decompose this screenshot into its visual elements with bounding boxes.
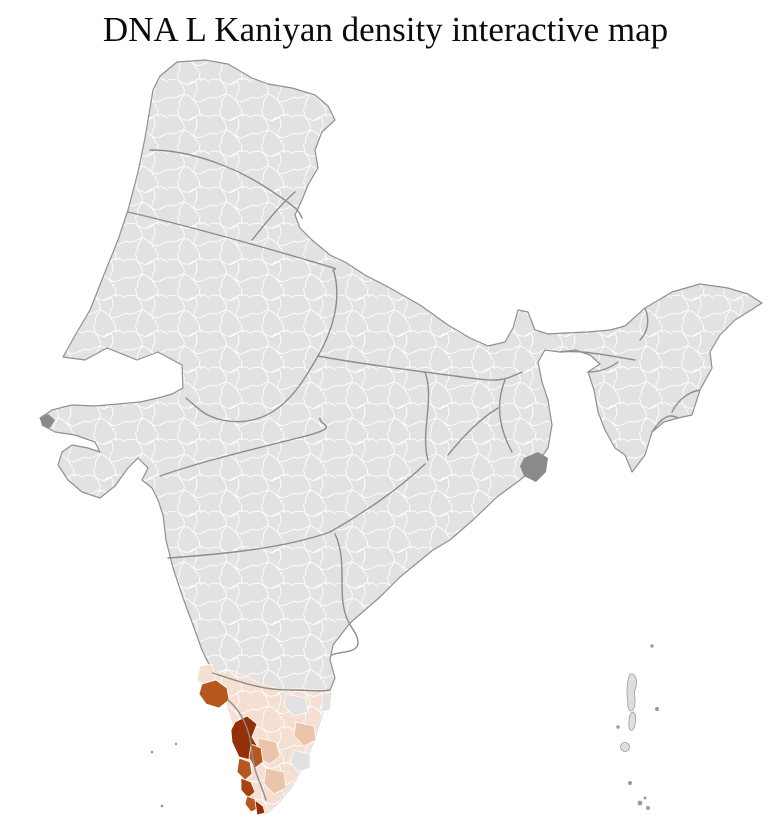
india-mainland[interactable]: [39, 59, 763, 814]
district-medium: [198, 679, 230, 709]
district-high: [254, 799, 266, 816]
page-title: DNA L Kaniyan density interactive map: [102, 10, 669, 49]
marsh-delta-patches: [40, 414, 548, 482]
district-medium-high: [240, 777, 256, 799]
districts-no-data[interactable]: [283, 691, 333, 773]
state-borders: [127, 149, 701, 801]
andaman-nicobar-islands[interactable]: [616, 644, 660, 811]
districts-density-medium-low[interactable]: [257, 721, 317, 795]
lakshadweep-islands[interactable]: [150, 742, 178, 808]
district-medium: [236, 757, 253, 781]
